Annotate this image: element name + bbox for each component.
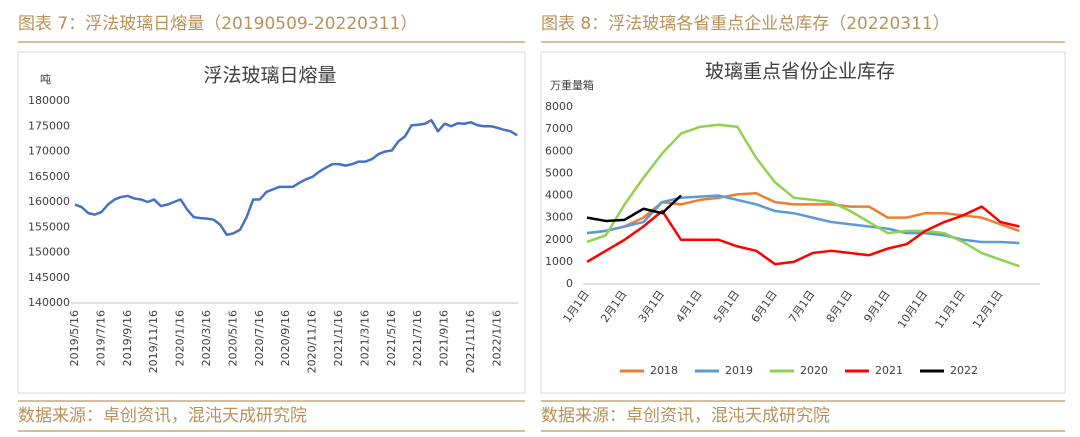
y-axis-label: 万重量箱 [550,78,594,92]
legend-label: 2020 [800,364,828,377]
x-tick-label: 2021/3/16 [358,310,371,366]
y-tick-label: 1000 [545,255,573,268]
y-tick-label: 2000 [545,233,573,246]
series-line [74,118,518,237]
y-tick-label: 180000 [28,94,70,107]
x-tick-label: 1月1日 [561,288,592,325]
y-tick-label: 5000 [545,166,573,179]
y-tick-label: 160000 [28,195,70,208]
caption: 图表 8：浮法玻璃各省重点企业总库存（20220311） [541,14,950,34]
y-tick-label: 8000 [545,100,573,113]
x-tick-label: 2020/11/16 [306,310,319,373]
x-tick-label: 2020/3/16 [200,310,213,366]
x-tick-label: 2021/7/16 [411,310,424,366]
chart-title: 浮法玻璃日熔量 [203,65,336,87]
y-tick-label: 145000 [28,271,70,284]
x-tick-label: 2019/7/16 [94,310,107,366]
x-tick-label: 2020/9/16 [279,310,292,366]
source: 数据来源：卓创资讯，混沌天成研究院 [541,406,830,426]
x-tick-label: 7月1日 [786,288,817,325]
x-tick-label: 4月1日 [673,288,704,325]
x-tick-label: 2020/1/16 [174,310,187,366]
legend-label: 2018 [650,364,678,377]
x-tick-label: 2021/5/16 [385,310,398,366]
x-tick-label: 2019/5/16 [68,310,81,366]
y-tick-label: 4000 [545,189,573,202]
x-tick-label: 6月1日 [749,288,780,325]
x-tick-label: 5月1日 [711,288,742,325]
chart-frame [17,51,526,394]
y-tick-label: 140000 [28,296,70,309]
y-tick-label: 6000 [545,144,573,157]
y-tick-label: 170000 [28,145,70,158]
y-tick-label: 150000 [28,246,70,259]
x-tick-label: 2月1日 [598,288,629,325]
y-axis-label: 吨 [40,73,51,86]
x-tick-label: 12月1日 [970,288,1005,331]
series-line [586,194,1020,245]
caption: 图表 7：浮法玻璃日熔量（20190509-20220311） [18,14,417,34]
y-tick-label: 155000 [28,220,70,233]
legend-label: 2021 [875,364,903,377]
x-tick-label: 2019/9/16 [121,310,134,366]
legend-label: 2019 [725,364,753,377]
chart-title: 玻璃重点省份企业库存 [705,61,895,83]
legend-label: 2022 [950,364,978,377]
x-tick-label: 8月1日 [824,288,855,325]
x-tick-label: 2021/11/16 [464,310,477,373]
x-tick-label: 10月1日 [895,288,930,331]
x-tick-label: 2019/11/16 [147,310,160,373]
x-tick-label: 11月1日 [933,288,968,331]
y-tick-label: 0 [566,277,573,290]
x-tick-label: 2022/1/16 [490,310,503,366]
y-tick-label: 175000 [28,119,70,132]
y-tick-label: 165000 [28,170,70,183]
series-line [586,194,682,223]
x-tick-label: 2020/7/16 [253,310,266,366]
y-tick-label: 3000 [545,211,573,224]
x-tick-label: 2021/9/16 [438,310,451,366]
x-tick-label: 9月1日 [861,288,892,325]
chart-frame [540,51,1066,394]
source: 数据来源：卓创资讯，混沌天成研究院 [18,406,307,426]
y-tick-label: 7000 [545,122,573,135]
x-tick-label: 2021/1/16 [332,310,345,366]
x-tick-label: 3月1日 [636,288,667,325]
series-line [586,123,1020,268]
x-tick-label: 2020/5/16 [226,310,239,366]
